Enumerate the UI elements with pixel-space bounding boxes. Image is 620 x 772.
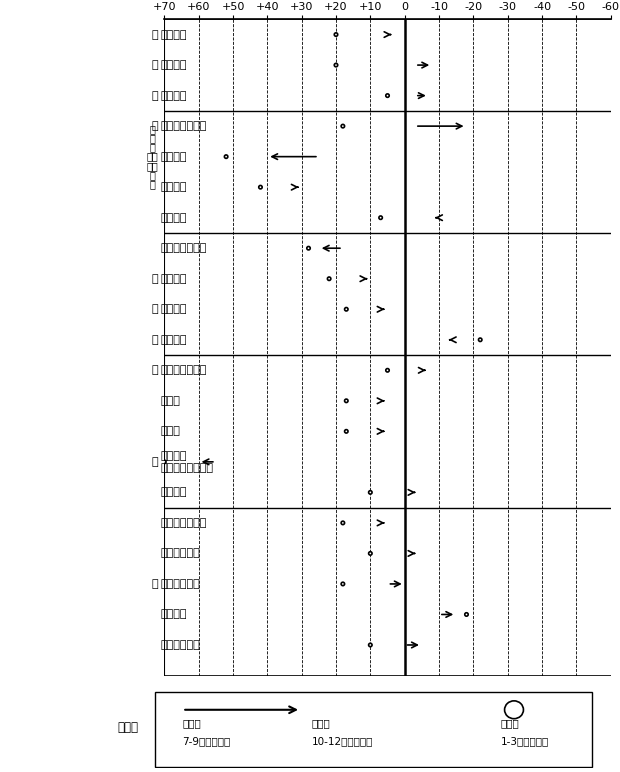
Text: 雇用状況
（人手の過不足）: 雇用状況 （人手の過不足） [161,451,214,472]
Text: 貨物の再委託: 貨物の再委託 [161,579,201,589]
Ellipse shape [379,216,383,219]
Text: 実働率: 実働率 [161,396,181,406]
Text: 採用状況: 採用状況 [161,487,187,497]
Text: 運賃料金の水準: 運賃料金の水準 [161,121,207,131]
Text: 輸送数量: 輸送数量 [161,274,187,284]
Text: 運賃料金の水準: 運賃料金の水準 [161,365,207,375]
Text: 矢先：: 矢先： [312,718,330,728]
Ellipse shape [334,33,338,36]
Ellipse shape [505,701,523,719]
Text: 営業利益: 営業利益 [161,335,187,345]
Ellipse shape [345,429,348,433]
Ellipse shape [465,613,468,616]
Text: 7-9月期の実績: 7-9月期の実績 [182,736,231,746]
Ellipse shape [341,582,345,586]
Text: 輸送数量: 輸送数量 [161,151,187,161]
Ellipse shape [162,460,166,463]
Ellipse shape [334,63,338,67]
Ellipse shape [341,124,345,128]
Text: 通: 通 [151,579,158,589]
Text: 一: 一 [151,274,158,284]
Ellipse shape [224,155,228,158]
Text: 矢元：: 矢元： [182,718,201,728]
Text: 配: 配 [151,60,158,70]
Text: 貨: 貨 [151,90,158,100]
Text: 営業利益: 営業利益 [161,213,187,222]
Ellipse shape [479,338,482,341]
Text: 業界の景況感: 業界の景況感 [161,640,201,650]
Text: 経常損益: 経常損益 [161,609,187,619]
Ellipse shape [259,185,262,189]
Text: 10-12月期の実績: 10-12月期の実績 [312,736,373,746]
Ellipse shape [341,521,345,525]
Text: 宅: 宅 [151,29,158,39]
Text: 物: 物 [151,121,158,131]
Text: 保有車両台数: 保有車両台数 [161,548,201,558]
Ellipse shape [307,246,310,250]
Text: 貨: 貨 [151,335,158,345]
Text: 所定外労働時間: 所定外労働時間 [161,518,207,528]
Text: 般: 般 [151,304,158,314]
FancyBboxPatch shape [155,692,592,767]
Text: 凡　例: 凡 例 [118,721,138,734]
Ellipse shape [369,552,372,555]
Ellipse shape [345,307,348,311]
Ellipse shape [369,491,372,494]
Ellipse shape [345,399,348,402]
Text: 営業収入: 営業収入 [161,60,187,70]
Text: 白丸：: 白丸： [500,718,520,728]
Text: 運賃料金の水準: 運賃料金の水準 [161,243,207,253]
Text: 実車率: 実車率 [161,426,181,436]
Ellipse shape [386,368,389,372]
Text: 営業収入: 営業収入 [161,304,187,314]
Text: 営業収入: 営業収入 [161,182,187,192]
Text: 輸送数量: 輸送数量 [161,29,187,39]
Ellipse shape [386,94,389,97]
Ellipse shape [369,643,372,647]
Text: 共: 共 [151,457,158,467]
Text: 営業利益: 営業利益 [161,90,187,100]
Text: 1-3月期の見通: 1-3月期の見通 [500,736,549,746]
Ellipse shape [327,277,331,280]
Text: 物: 物 [151,365,158,375]
Text: 宅
配
以
特外
積の
貨
物: 宅 配 以 特外 積の 貨 物 [146,124,158,189]
